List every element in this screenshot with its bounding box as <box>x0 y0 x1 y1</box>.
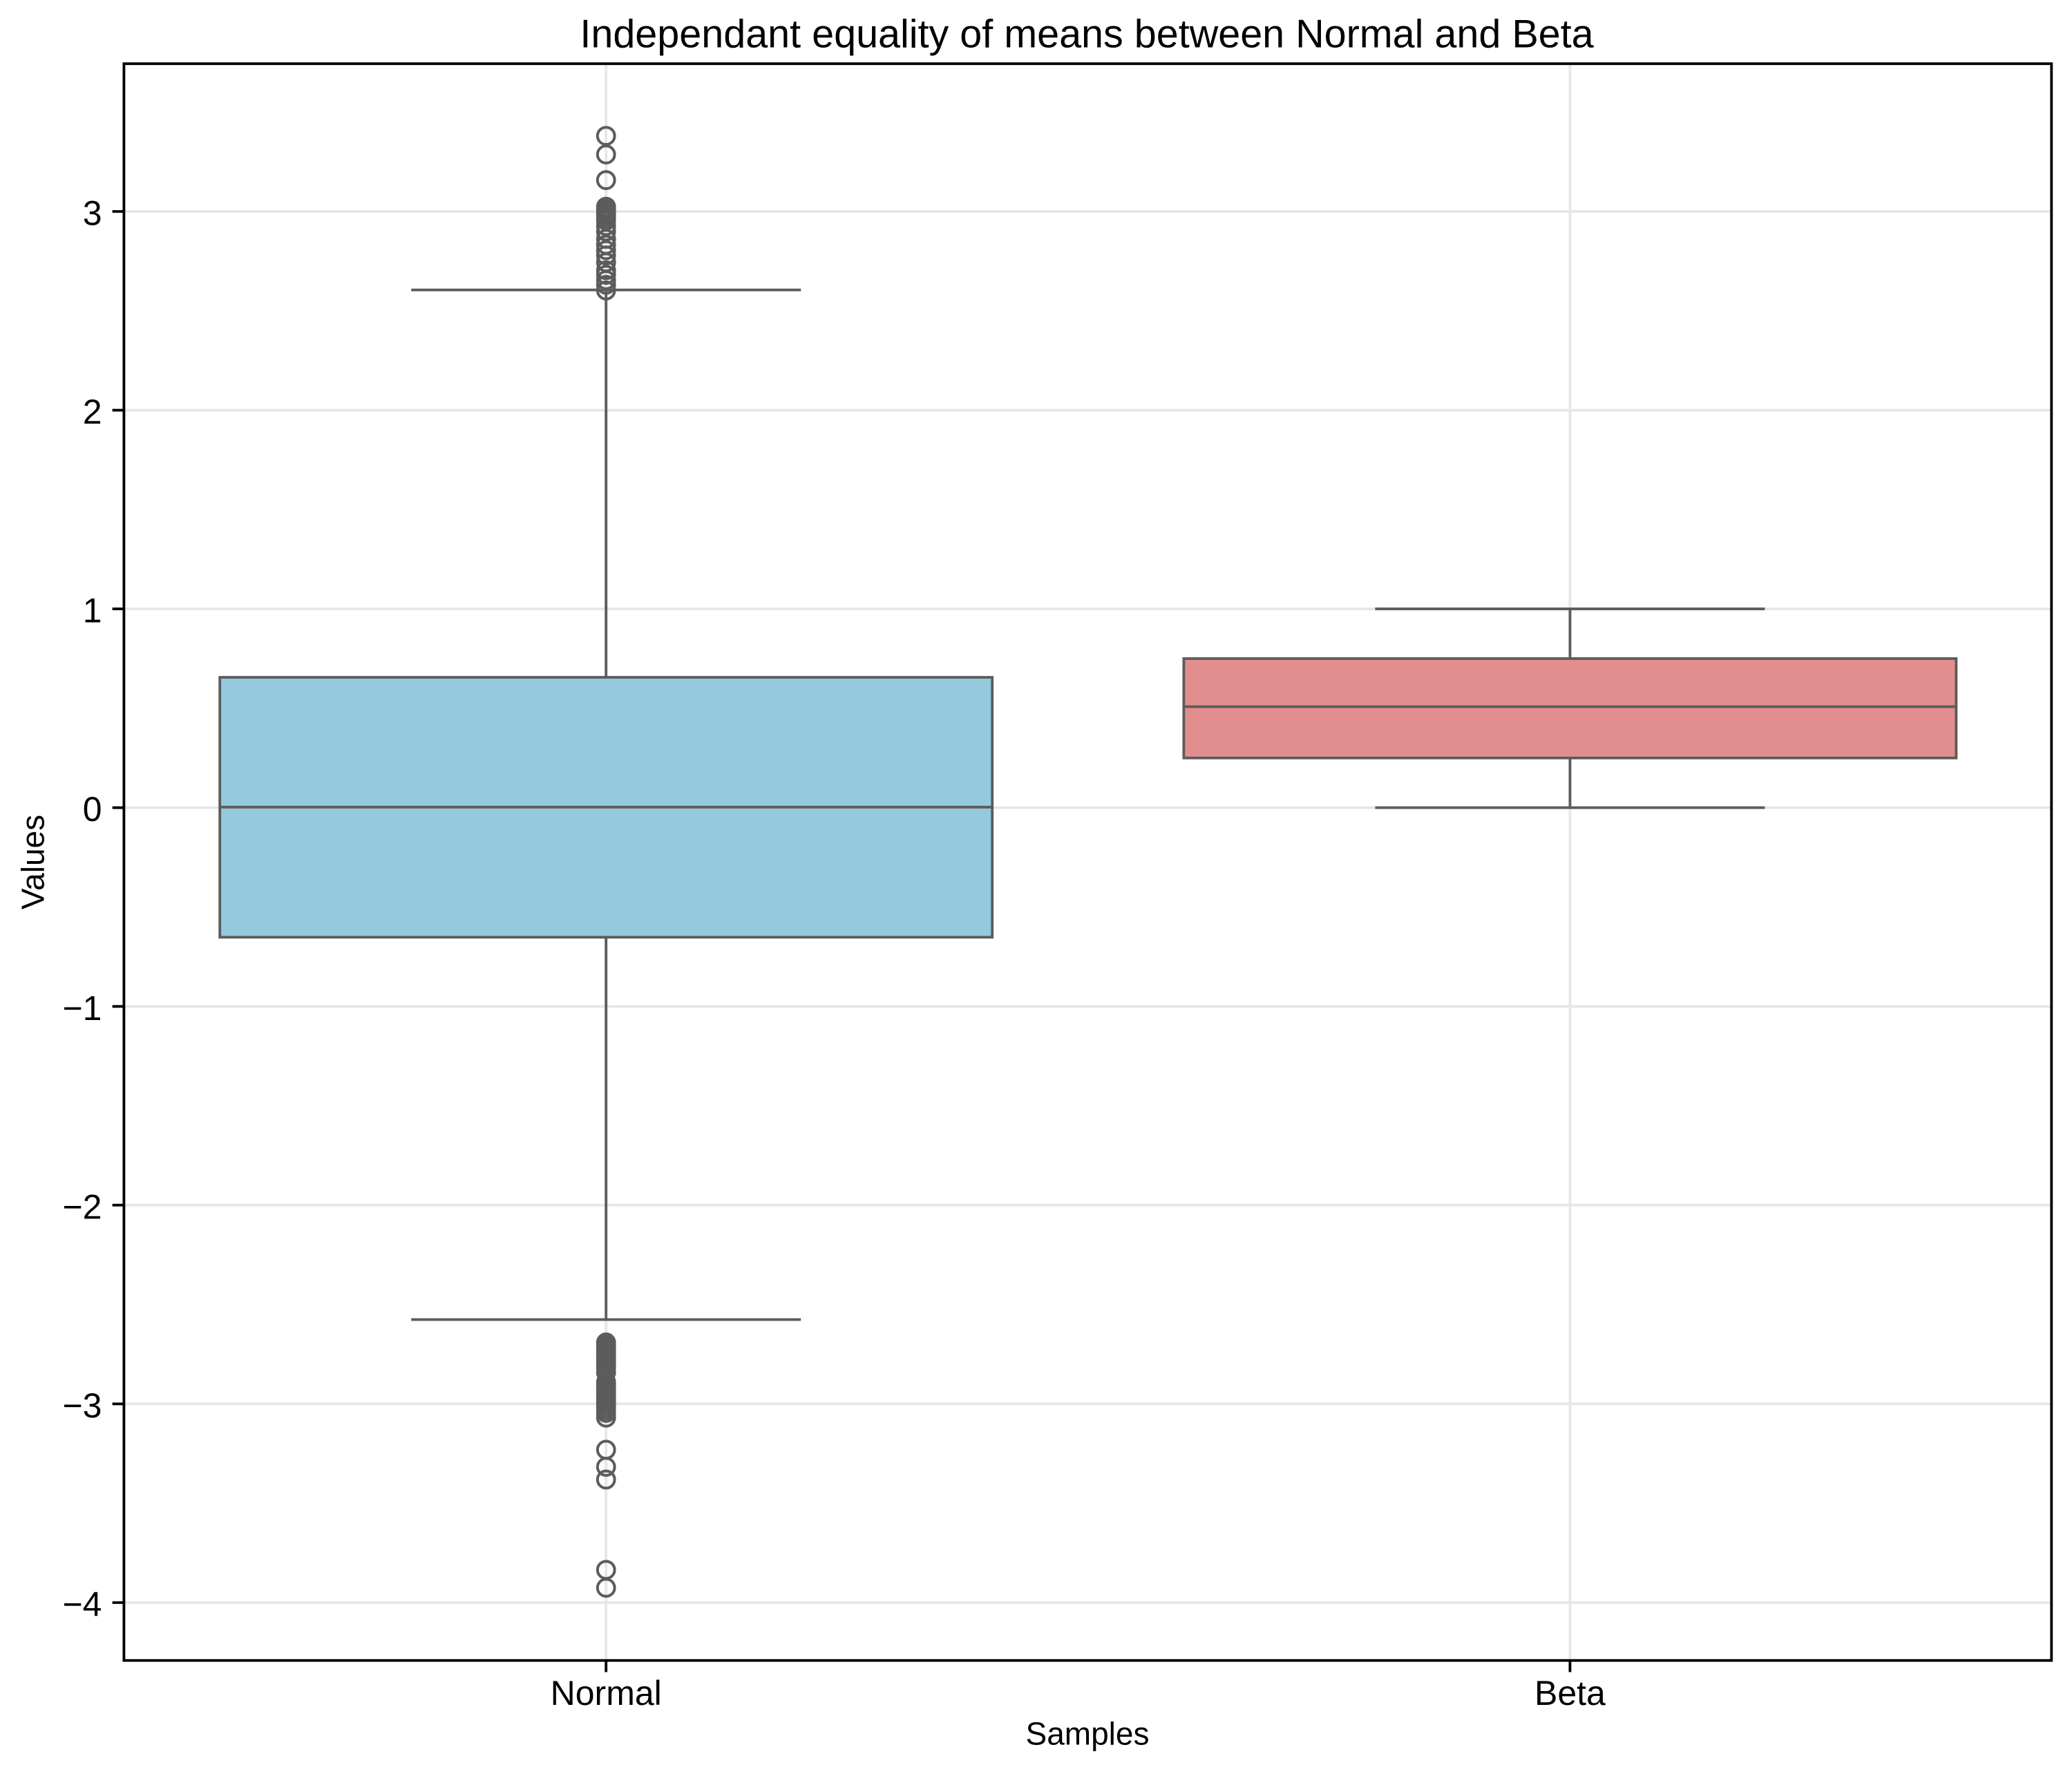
svg-text:2: 2 <box>83 393 102 431</box>
svg-text:Independant equality of means: Independant equality of means between No… <box>580 12 1593 57</box>
svg-text:3: 3 <box>83 194 102 233</box>
svg-text:Values: Values <box>15 815 51 909</box>
svg-text:Normal: Normal <box>551 1674 662 1712</box>
svg-text:−4: −4 <box>62 1585 102 1624</box>
svg-text:Samples: Samples <box>1026 1716 1150 1752</box>
svg-text:−1: −1 <box>62 989 102 1028</box>
svg-text:0: 0 <box>83 790 102 829</box>
svg-text:−2: −2 <box>62 1187 102 1226</box>
svg-text:Beta: Beta <box>1534 1674 1606 1712</box>
svg-text:1: 1 <box>83 592 102 630</box>
svg-text:−3: −3 <box>62 1386 102 1425</box>
